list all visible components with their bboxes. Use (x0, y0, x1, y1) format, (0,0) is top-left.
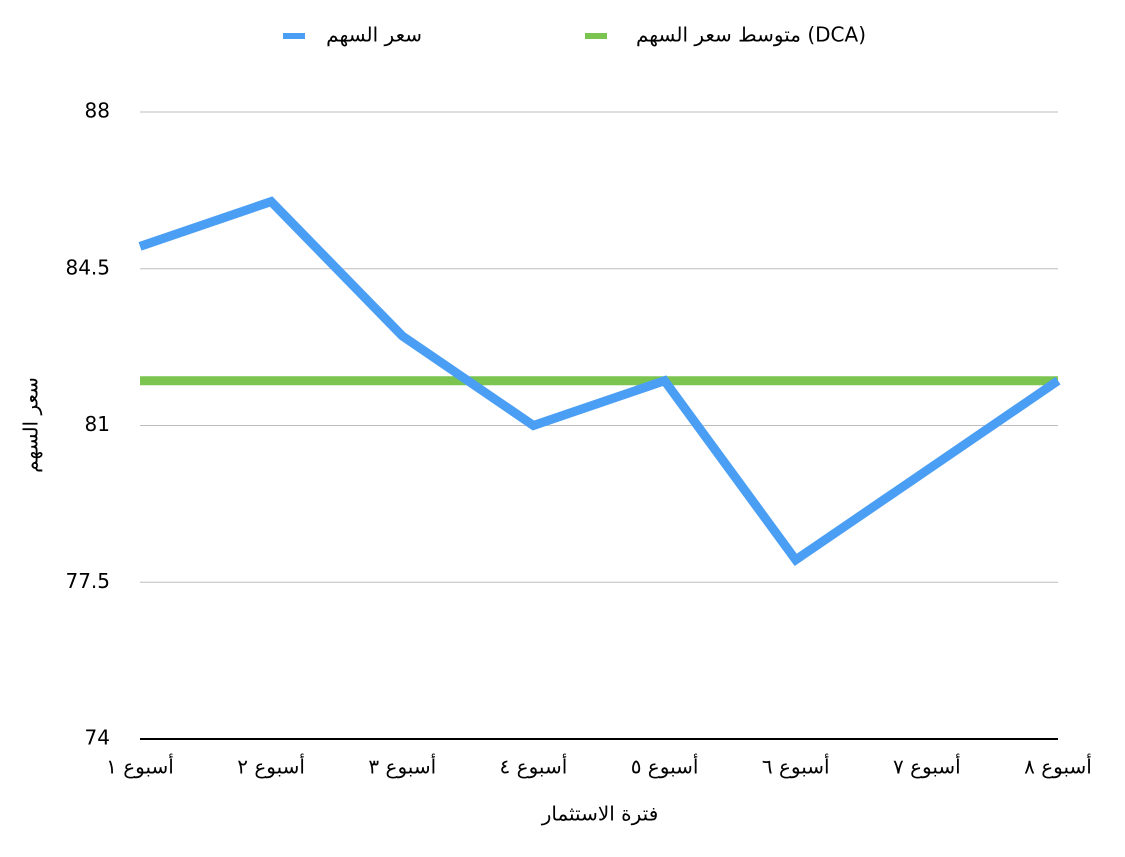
x-tick-label: أسبوع ٧ (893, 754, 961, 779)
x-tick-label: أسبوع ٣ (368, 754, 436, 779)
x-tick-label: أسبوع ٤ (500, 754, 568, 779)
y-tick-label: 77.5 (65, 569, 110, 593)
y-tick-label: 74 (85, 726, 110, 750)
y-tick-label: 88 (85, 99, 110, 123)
legend-label: سعر السهم (326, 23, 422, 47)
x-axis-label: فترة الاستثمار (541, 802, 659, 826)
y-tick-label: 84.5 (65, 255, 110, 279)
x-tick-label: أسبوع ١ (106, 754, 174, 779)
x-tick-label: أسبوع ٢ (237, 754, 305, 779)
x-tick-label: أسبوع ٨ (1024, 754, 1092, 779)
legend-label: متوسط سعر السهم (DCA) (636, 23, 866, 47)
x-tick-label: أسبوع ٥ (631, 754, 699, 779)
y-tick-label: 81 (85, 412, 110, 436)
x-tick-label: أسبوع ٦ (762, 754, 830, 779)
y-axis-label: سعر السهم (19, 377, 43, 473)
series-line (138, 196, 1061, 567)
